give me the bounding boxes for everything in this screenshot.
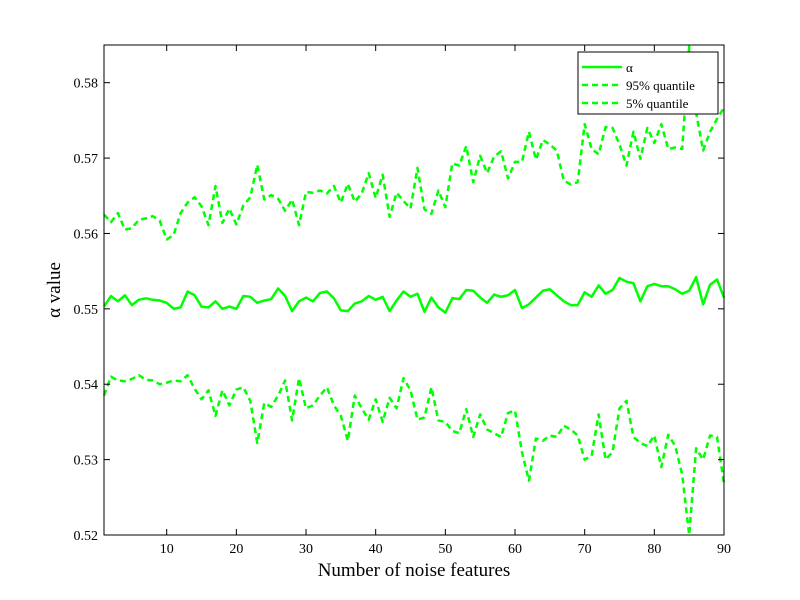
x-tick-label: 70 (578, 542, 592, 557)
plot-area (104, 45, 724, 535)
x-tick-label: 50 (438, 542, 452, 557)
x-axis-label: Number of noise features (318, 560, 511, 581)
x-tick-label: 20 (229, 542, 243, 557)
legend: α 95% quantile 5% quantile (577, 51, 719, 115)
x-tick-label: 90 (717, 542, 731, 557)
y-tick-label: 0.58 (74, 77, 99, 92)
y-tick-label: 0.54 (74, 378, 99, 393)
y-axis-label: α value (44, 262, 65, 318)
x-tick-label: 60 (508, 542, 522, 557)
axes: 10 20 30 40 50 60 70 80 90 0.52 0.53 0.54 0.55 0.56 0.… (74, 45, 731, 557)
series-layer (102, 45, 726, 537)
legend-box (577, 51, 719, 115)
series-line-2 (102, 373, 726, 537)
plot-frame (103, 44, 725, 536)
legend-label-alpha: α (626, 60, 633, 75)
x-tick-label: 30 (299, 542, 313, 557)
y-tick-label: 0.57 (74, 152, 99, 167)
x-tick-label: 80 (647, 542, 661, 557)
y-tick-label: 0.52 (74, 529, 99, 544)
series-line-0 (102, 275, 726, 314)
x-tick-label: 40 (369, 542, 383, 557)
x-tick-label: 10 (160, 542, 174, 557)
y-tick-label: 0.56 (74, 227, 99, 242)
y-tick-label: 0.53 (74, 454, 99, 469)
legend-label-5-quantile: 5% quantile (626, 96, 689, 111)
series-line-1 (103, 45, 726, 241)
legend-label-95-quantile: 95% quantile (626, 78, 695, 93)
y-tick-label: 0.55 (74, 303, 99, 318)
